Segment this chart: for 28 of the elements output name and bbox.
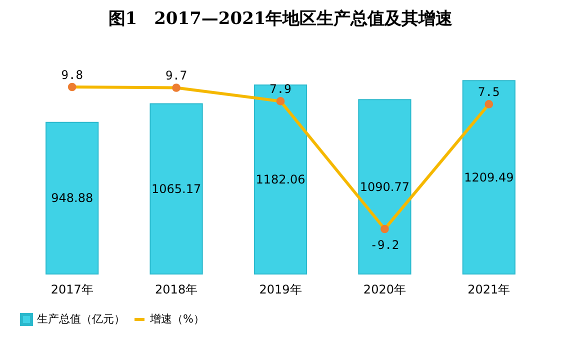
point — [68, 82, 76, 92]
data-label: 9.8 — [61, 68, 83, 82]
point — [380, 224, 389, 234]
x-tick-label: 2018年 — [155, 282, 198, 296]
data-label: 1182.06 — [256, 172, 306, 187]
data-label: 1209.49 — [464, 170, 514, 184]
point — [484, 100, 494, 108]
bar — [150, 103, 203, 274]
bar — [358, 99, 412, 274]
data-label: 1065.17 — [151, 182, 202, 196]
x-tick-label: 2021年 — [468, 282, 510, 296]
data-label: 9.7 — [165, 68, 188, 83]
data-label: 948.88 — [51, 191, 94, 206]
bar — [462, 80, 516, 274]
x-tick-label: 2019年 — [259, 282, 302, 296]
legend-label: 生产总值（亿元） — [37, 312, 125, 326]
chart-title: 图1 2017—2021年地区生产总值及其增速 — [108, 9, 453, 29]
data-label: 7.9 — [270, 82, 292, 96]
x-tick-label: 2020年 — [363, 282, 406, 296]
bar — [46, 122, 99, 274]
data-label: 7.5 — [478, 85, 500, 100]
data-label: 1090.77 — [360, 180, 410, 194]
point — [276, 97, 285, 106]
x-tick-label: 2017年 — [50, 282, 94, 296]
point — [172, 84, 180, 92]
bar — [254, 84, 308, 274]
legend-label: 增速（%） — [149, 312, 204, 326]
data-label: -9.2 — [370, 238, 400, 252]
